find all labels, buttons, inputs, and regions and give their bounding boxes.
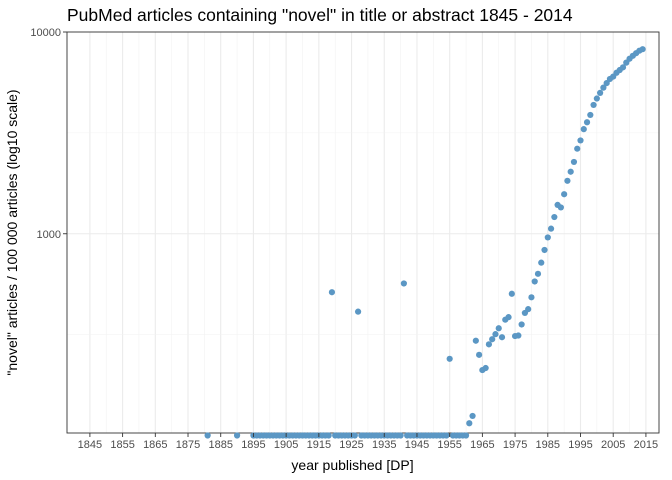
x-axis-title: year published [DP]	[291, 457, 413, 473]
data-point	[482, 364, 489, 372]
data-point	[551, 213, 558, 221]
data-point	[580, 126, 587, 133]
data-point	[476, 351, 483, 358]
x-tick-label: 1905	[274, 439, 298, 451]
data-point	[498, 334, 506, 341]
x-tick-label: 1985	[536, 439, 560, 451]
data-point	[600, 84, 607, 91]
x-tick-label: 1885	[208, 439, 232, 451]
data-point	[466, 420, 473, 427]
x-tick-label: 2015	[634, 439, 658, 451]
data-point	[557, 204, 564, 211]
data-point	[233, 432, 241, 439]
data-point	[400, 280, 407, 287]
data-point	[525, 306, 532, 313]
chart-title: PubMed articles containing "novel" in ti…	[67, 5, 573, 25]
x-tick-label: 1845	[78, 439, 102, 451]
data-point	[492, 331, 499, 338]
x-tick-label: 1965	[470, 439, 494, 451]
x-tick-label: 1975	[503, 439, 527, 451]
x-tick-label: 2005	[601, 439, 625, 451]
data-point	[204, 432, 211, 439]
grid-lines	[67, 31, 659, 433]
data-points	[204, 46, 646, 439]
data-point	[495, 325, 502, 332]
x-tick-label: 1935	[372, 439, 396, 451]
data-point	[593, 95, 600, 102]
data-point	[547, 225, 555, 232]
data-point	[518, 321, 525, 328]
data-point	[544, 234, 551, 241]
data-point	[564, 177, 571, 184]
data-point	[397, 432, 404, 439]
data-point	[354, 308, 362, 315]
data-point	[485, 341, 493, 348]
data-point	[570, 158, 578, 166]
data-point	[462, 432, 470, 439]
x-tick-label: 1955	[437, 439, 461, 451]
x-tick-label: 1915	[307, 439, 331, 451]
data-point	[597, 89, 604, 97]
x-tick-label: 1865	[143, 439, 167, 451]
x-tick-label: 1925	[339, 439, 363, 451]
x-tick-label: 1875	[176, 439, 200, 451]
data-point	[603, 80, 610, 87]
data-point	[583, 119, 591, 126]
data-point	[541, 246, 548, 254]
data-point	[531, 278, 538, 285]
data-point	[574, 145, 581, 152]
x-tick-label: 1945	[405, 439, 429, 451]
x-axis-ticks: 1845 1855 1865 1875 1885 1895 1905 1915 1925 1935…	[78, 433, 658, 451]
data-point	[469, 412, 476, 420]
x-tick-label: 1855	[110, 439, 134, 451]
data-point	[446, 355, 453, 362]
data-point	[561, 191, 568, 198]
x-tick-label: 1895	[241, 439, 265, 451]
data-point	[472, 337, 479, 344]
y-tick-label: 1000	[37, 229, 61, 241]
data-point	[639, 46, 646, 53]
data-point	[515, 332, 522, 339]
y-axis-title: "novel" articles / 100 000 articles (log…	[4, 89, 20, 375]
data-point	[325, 432, 332, 439]
data-point	[577, 137, 584, 144]
data-point	[505, 314, 512, 321]
y-tick-label: 10000	[30, 27, 61, 39]
plot-panel-background	[67, 32, 659, 433]
data-point	[443, 432, 450, 439]
x-tick-label: 1995	[568, 439, 592, 451]
data-point	[587, 111, 594, 119]
data-point	[328, 289, 336, 296]
data-point	[590, 101, 597, 109]
data-point	[528, 294, 535, 301]
data-point	[534, 270, 542, 277]
data-point	[567, 168, 574, 175]
y-axis-ticks: 1000 10000	[30, 27, 67, 241]
data-point	[619, 64, 627, 71]
data-point	[508, 290, 515, 297]
data-point	[538, 259, 545, 266]
data-point	[489, 336, 496, 343]
data-point	[351, 432, 358, 439]
